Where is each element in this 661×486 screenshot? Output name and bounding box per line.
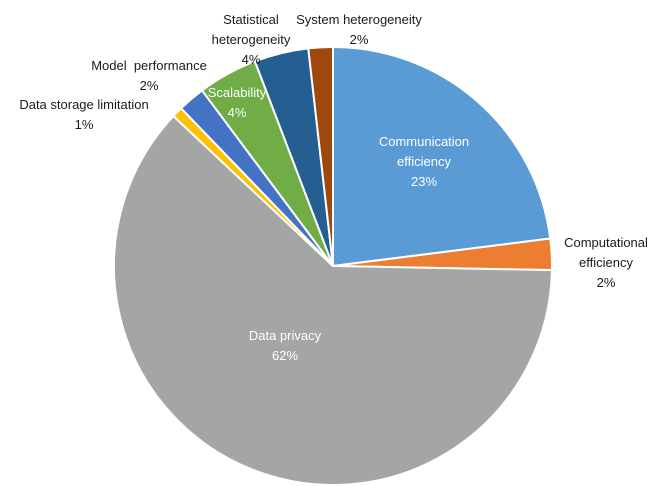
pie-label-data-privacy: Data privacy 62%: [249, 328, 322, 363]
pie-slice-communication-efficiency: [332, 46, 552, 267]
pie-label-data-storage-limitation: Data storage limitation 1%: [19, 97, 148, 132]
pie-labels: Communication efficiency 23% Computational e…: [19, 12, 648, 363]
pie-label-model-performance: Model performance 2%: [91, 58, 207, 93]
pie-label-statistical-heterogeneity: Statistical heterogeneity 4%: [212, 12, 291, 67]
pie-label-scalability: Scalability 4%: [208, 85, 267, 120]
pie-slices: [113, 46, 553, 486]
pie-label-communication-efficiency: Communication efficiency 23%: [379, 134, 469, 189]
pie-slice-system-heterogeneity: [307, 46, 334, 267]
pie-slice-data-privacy: [113, 115, 553, 486]
pie-label-system-heterogeneity: System heterogeneity 2%: [296, 12, 422, 47]
pie-label-computational-efficiency: Computational efficiency 2%: [564, 235, 648, 290]
